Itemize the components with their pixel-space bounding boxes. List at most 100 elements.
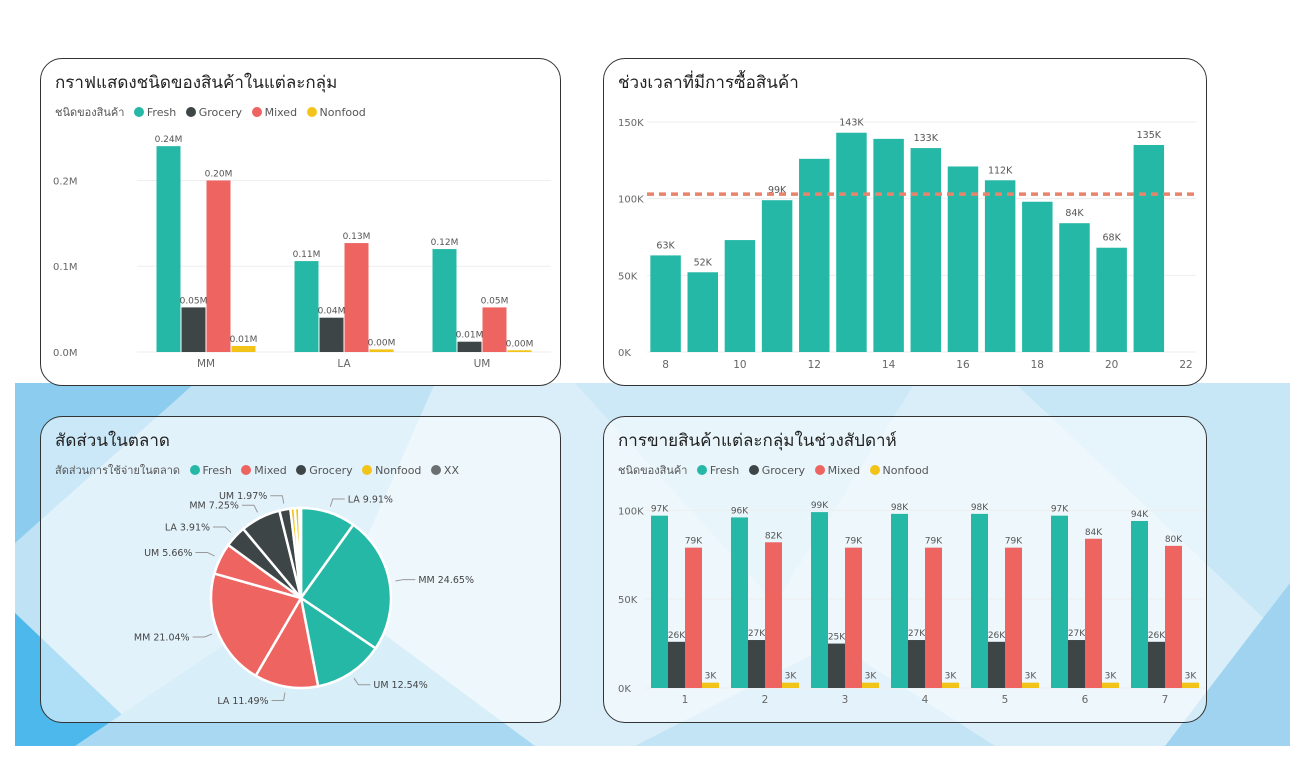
data-label: 79K xyxy=(925,537,943,547)
bar-grocery[interactable] xyxy=(988,641,1005,688)
data-label: 133K xyxy=(914,133,939,144)
data-label: 112K xyxy=(988,165,1013,176)
pie-slice[interactable] xyxy=(299,595,378,688)
bar[interactable] xyxy=(984,180,1016,352)
data-label: 97K xyxy=(651,505,669,515)
bar-fresh[interactable] xyxy=(432,249,457,352)
bar-fresh[interactable] xyxy=(811,512,828,688)
y-tick-label: 50K xyxy=(618,595,638,606)
bar-fresh[interactable] xyxy=(891,513,908,688)
bar-mixed[interactable] xyxy=(765,542,782,688)
bar[interactable] xyxy=(873,138,904,352)
bar[interactable] xyxy=(947,166,979,352)
legend-item-grocery[interactable]: Grocery xyxy=(185,106,242,119)
pie-slice[interactable] xyxy=(299,523,393,651)
legend-item-fresh[interactable]: Fresh xyxy=(696,464,739,477)
slice-label: UM 5.66% xyxy=(144,548,192,559)
bar-fresh[interactable] xyxy=(1131,520,1148,688)
bar-mixed[interactable] xyxy=(1085,538,1102,688)
legend-item-xx[interactable]: XX xyxy=(430,464,459,477)
bar-nonfood[interactable] xyxy=(507,350,532,352)
legend-item-nonfood[interactable]: Nonfood xyxy=(306,106,366,119)
pie-slice[interactable] xyxy=(209,572,303,678)
bar-nonfood[interactable] xyxy=(702,682,719,688)
bar-nonfood[interactable] xyxy=(231,345,256,352)
bar-nonfood[interactable] xyxy=(862,682,879,688)
leader-line xyxy=(270,495,285,504)
bar-nonfood[interactable] xyxy=(1102,682,1119,688)
leader-line xyxy=(213,526,232,533)
bar[interactable] xyxy=(1096,247,1127,352)
bar-grocery[interactable] xyxy=(1148,641,1165,688)
data-label: 143K xyxy=(839,118,864,129)
bar-mixed[interactable] xyxy=(1165,545,1182,688)
bar-grocery[interactable] xyxy=(828,643,845,688)
legend-label: Mixed xyxy=(264,106,298,119)
panel-title: สัดส่วนในตลาด xyxy=(55,431,170,451)
bar[interactable] xyxy=(1133,145,1165,352)
legend-item-mixed[interactable]: Mixed xyxy=(241,464,287,477)
bar[interactable] xyxy=(836,132,867,352)
bar[interactable] xyxy=(687,272,718,352)
hourly-bar-chart: 0K 50K 100K 150K 63K 52K 99K 143K 133K 112K 84K 68K… xyxy=(618,118,1196,371)
legend-item-nonfood[interactable]: Nonfood xyxy=(362,464,421,477)
bar-fresh[interactable] xyxy=(651,515,668,688)
data-label: 0.01M xyxy=(456,331,484,341)
legend-item-mixed[interactable]: Mixed xyxy=(814,464,860,477)
bar[interactable] xyxy=(799,158,830,352)
bar-fresh[interactable] xyxy=(731,517,748,688)
bar-grocery[interactable] xyxy=(319,317,344,352)
bar[interactable] xyxy=(1059,223,1090,352)
bar-grocery[interactable] xyxy=(748,640,765,688)
bar-nonfood[interactable] xyxy=(369,349,394,352)
bar-nonfood[interactable] xyxy=(1022,682,1039,688)
legend-title: ชนิดของสินค้า xyxy=(618,464,688,477)
legend-item-mixed[interactable]: Mixed xyxy=(251,106,298,119)
bar-nonfood[interactable] xyxy=(942,682,959,688)
slice-label: MM 7.25% xyxy=(189,501,239,512)
bar-mixed[interactable] xyxy=(344,243,369,352)
bar-mixed[interactable] xyxy=(206,180,231,352)
pie-slice[interactable] xyxy=(253,594,320,690)
leader-line xyxy=(195,552,215,557)
legend-dot-icon xyxy=(869,465,880,475)
bar-grocery[interactable] xyxy=(181,307,206,352)
bar-fresh[interactable] xyxy=(294,261,319,352)
bar[interactable] xyxy=(910,148,942,352)
bar[interactable] xyxy=(650,255,681,352)
pie-slice[interactable] xyxy=(298,506,303,599)
legend-item-fresh[interactable]: Fresh xyxy=(189,464,232,477)
bar-nonfood[interactable] xyxy=(1182,682,1199,688)
bar-mixed[interactable] xyxy=(845,547,862,688)
grouped-bar-chart: 0.0M 0.1M 0.2M 0.24M 0.05M 0.20M 0.01M MM 0.11M 0… xyxy=(53,135,551,370)
bar[interactable] xyxy=(1022,201,1053,352)
bar-mixed[interactable] xyxy=(685,547,702,688)
bar-grocery[interactable] xyxy=(457,341,482,352)
data-label: 97K xyxy=(1051,505,1069,515)
x-tick-label: MM xyxy=(197,358,215,370)
bar[interactable] xyxy=(761,200,793,352)
legend: ชนิดของสินค้า Fresh Grocery Mixed Nonfoo… xyxy=(618,461,935,479)
bar-mixed[interactable] xyxy=(1005,547,1022,688)
legend-item-grocery[interactable]: Grocery xyxy=(296,464,353,477)
data-label: 27K xyxy=(908,629,926,639)
bar-mixed[interactable] xyxy=(925,547,942,688)
legend-label: XX xyxy=(443,464,459,477)
legend-item-fresh[interactable]: Fresh xyxy=(133,106,176,119)
bar-fresh[interactable] xyxy=(971,513,988,688)
bar-grocery[interactable] xyxy=(1068,640,1085,688)
legend-item-nonfood[interactable]: Nonfood xyxy=(869,464,929,477)
legend-item-grocery[interactable]: Grocery xyxy=(748,464,805,477)
bar-grocery[interactable] xyxy=(668,641,685,688)
data-label: 27K xyxy=(748,629,766,639)
data-label: 99K xyxy=(811,501,829,511)
bar-fresh[interactable] xyxy=(156,146,181,352)
bar-nonfood[interactable] xyxy=(782,682,799,688)
bar-mixed[interactable] xyxy=(482,307,507,352)
data-label: 63K xyxy=(656,240,675,251)
bar-fresh[interactable] xyxy=(1051,515,1068,688)
bar[interactable] xyxy=(724,240,756,352)
bar-grocery[interactable] xyxy=(908,640,925,688)
weekly-grouped-bar-chart: 0K 50K 100K 97K 26K 79K 3K 1 96K 27K 82K 3K 2 99K 25K 7… xyxy=(618,501,1205,706)
x-tick-label: UM xyxy=(474,358,491,370)
